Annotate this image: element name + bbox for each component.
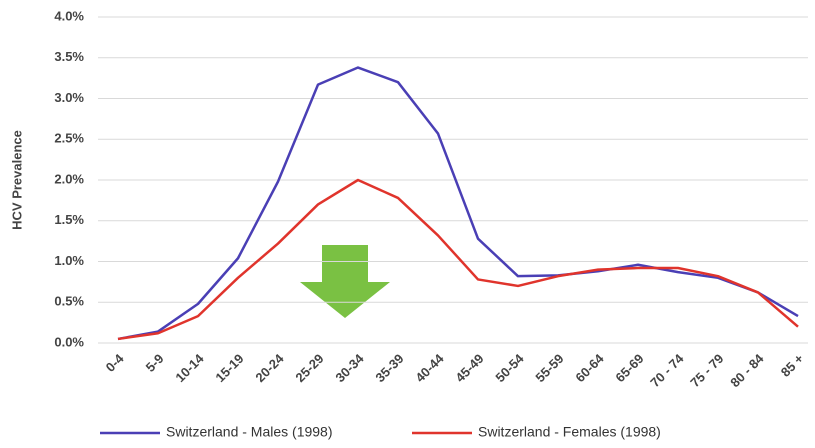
y-tick-label: 3.5% <box>54 49 84 64</box>
x-tick-label: 65-69 <box>612 351 646 385</box>
x-tick-label: 5-9 <box>143 351 167 375</box>
x-tick-label: 80 - 84 <box>727 350 767 390</box>
x-tick-label: 20-24 <box>252 350 287 385</box>
y-tick-label: 0.5% <box>54 294 84 309</box>
y-axis-label: HCV Prevalence <box>9 130 24 230</box>
legend-label: Switzerland - Males (1998) <box>166 424 333 440</box>
series-line <box>117 178 799 341</box>
y-tick-label: 2.5% <box>54 131 84 146</box>
x-tick-label: 55-59 <box>532 351 566 385</box>
x-tick-label: 10-14 <box>172 350 207 385</box>
x-tick-label: 75 - 79 <box>687 351 726 390</box>
x-tick-label: 70 - 74 <box>647 350 687 390</box>
x-tick-label: 0-4 <box>103 350 127 374</box>
y-tick-label: 2.0% <box>54 171 84 186</box>
x-tick-label: 15-19 <box>212 351 246 385</box>
x-tick-label: 30-34 <box>332 350 367 385</box>
series-line <box>117 66 799 341</box>
legend-label: Switzerland - Females (1998) <box>478 424 661 440</box>
x-tick-label: 35-39 <box>372 351 406 385</box>
x-tick-label: 45-49 <box>452 351 486 385</box>
x-tick-label: 85 + <box>778 351 807 380</box>
y-tick-label: 3.0% <box>54 90 84 105</box>
y-tick-label: 4.0% <box>54 8 84 23</box>
x-tick-label: 50-54 <box>492 350 527 385</box>
y-tick-label: 1.0% <box>54 253 84 268</box>
x-tick-label: 25-29 <box>292 351 326 385</box>
y-tick-label: 0.0% <box>54 334 84 349</box>
y-tick-label: 1.5% <box>54 212 84 227</box>
x-tick-label: 40-44 <box>412 350 447 385</box>
x-tick-label: 60-64 <box>572 350 607 385</box>
arrow-icon <box>300 245 390 318</box>
